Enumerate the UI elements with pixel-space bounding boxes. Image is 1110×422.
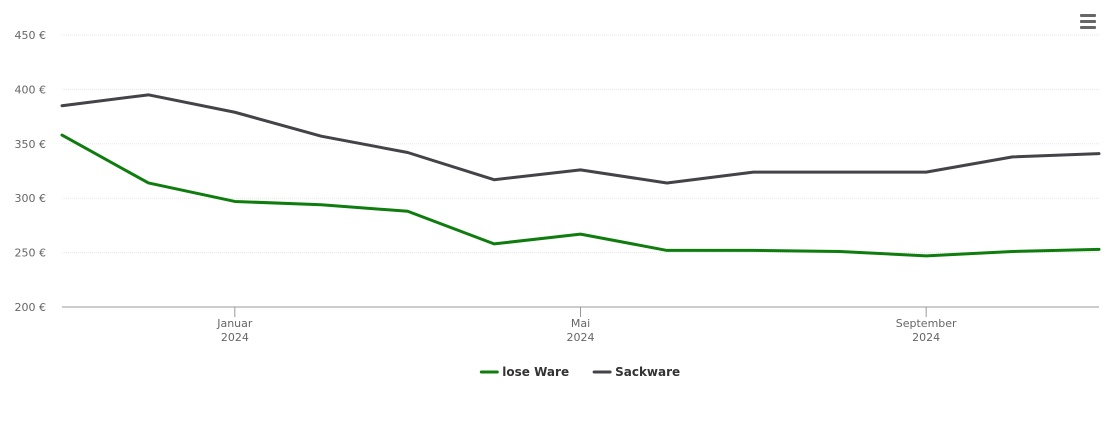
legend-item[interactable]: lose Ware <box>479 365 569 379</box>
y-tick-label: 350 € <box>15 138 47 151</box>
y-tick-label: 300 € <box>15 192 47 205</box>
x-tick-label: September 2024 <box>896 317 957 344</box>
legend-item[interactable]: Sackware <box>592 365 680 379</box>
menu-button[interactable] <box>1080 14 1096 29</box>
data-line <box>60 93 1101 185</box>
x-tick-label: Mai 2024 <box>567 317 595 344</box>
legend-label: Sackware <box>615 365 680 379</box>
x-tick-label: Januar 2024 <box>216 317 253 344</box>
y-tick-label: 450 € <box>15 29 47 42</box>
data-line <box>60 133 1101 258</box>
y-tick-label: 250 € <box>15 247 47 260</box>
y-tick-label: 200 € <box>15 301 47 314</box>
legend-label: lose Ware <box>502 365 569 379</box>
y-tick-label: 400 € <box>15 83 47 96</box>
